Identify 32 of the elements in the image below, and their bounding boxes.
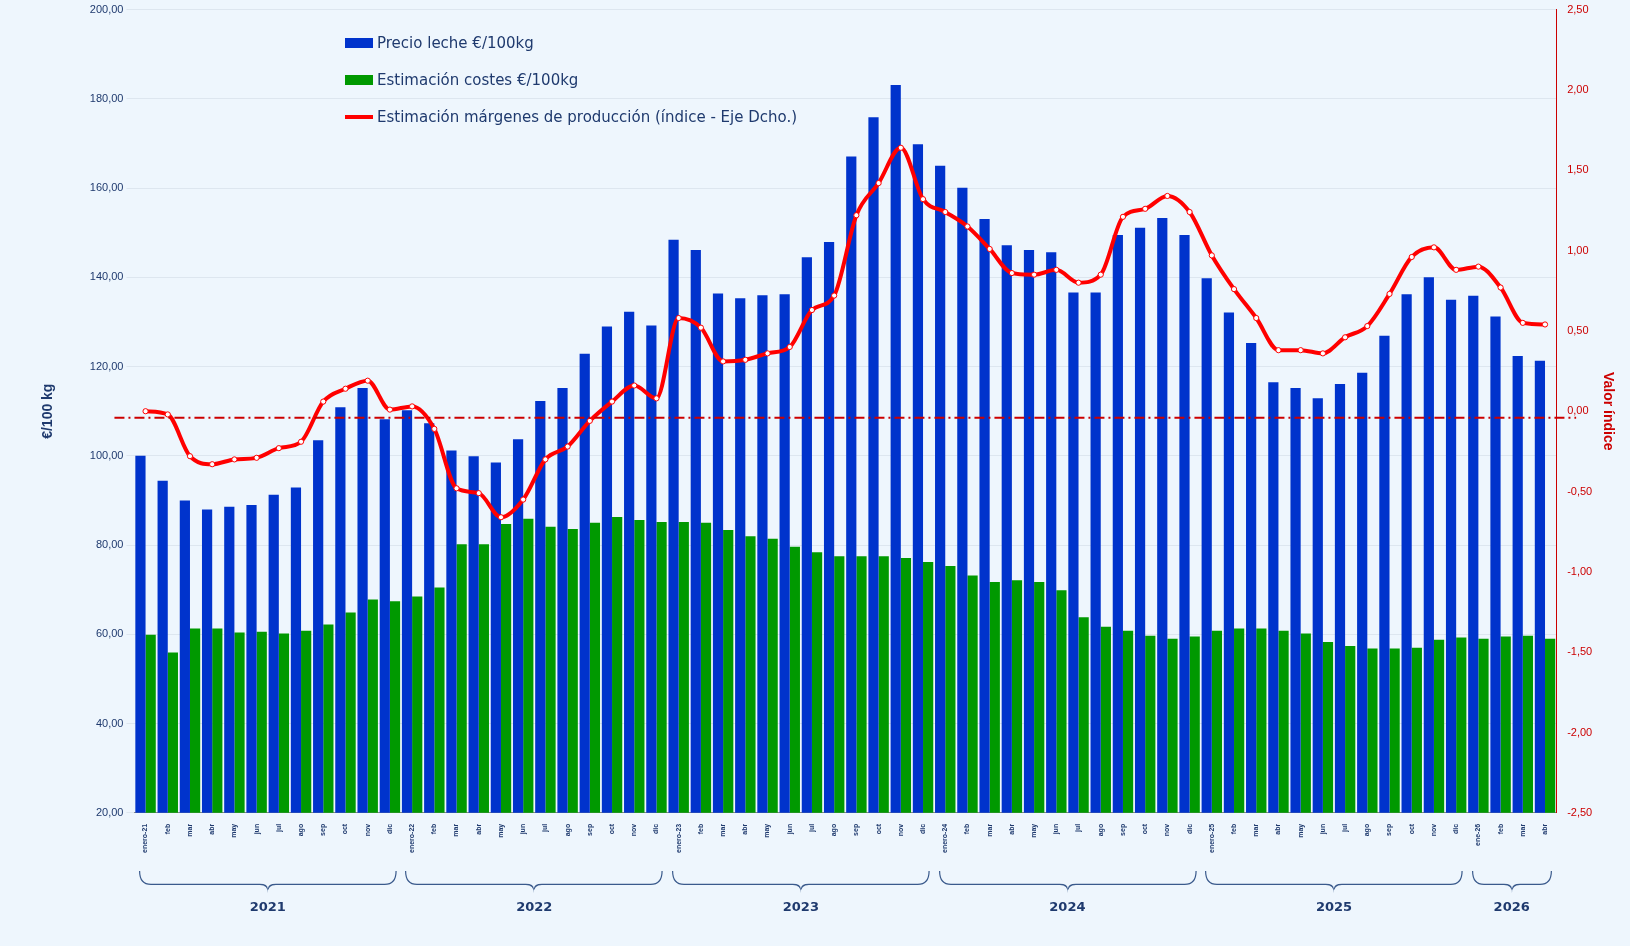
y2-tick-label: 1,00 [1567,243,1589,256]
text: 2026 [1493,898,1530,914]
y-tick-label: 100,00 [89,448,124,461]
y-tick-label: 200,00 [89,2,124,15]
y-tick-label: 60,00 [95,627,124,640]
y-tick-label: 180,00 [89,91,124,104]
y-tick-label: 160,00 [89,181,124,194]
legend-label: Estimación márgenes de producción (índice - Eje Dcho.) [377,107,798,126]
y2-axis-title: Valor índice [1600,371,1617,451]
y-tick-label: 140,00 [89,270,124,283]
text: 2023 [782,898,819,914]
text: 2024 [1049,898,1086,914]
y-tick-label: 20,00 [95,805,124,818]
y2-tick-label: -0,50 [1567,484,1593,497]
text: 2022 [516,898,553,914]
y2-tick-label: -1,50 [1567,645,1593,658]
legend-label: Estimación costes €/100kg [377,70,579,89]
y2-tick-label: -2,00 [1567,725,1593,738]
y2-tick-label: 2,00 [1567,82,1589,95]
y-tick-label: 120,00 [89,359,124,372]
y-axis-title: €/100 kg [39,383,56,439]
y2-tick-label: -1,00 [1567,564,1593,577]
y-tick-label: 40,00 [95,716,124,729]
y2-tick-label: 0,50 [1567,323,1589,336]
y2-tick-label: 1,50 [1567,163,1589,176]
legend-label: Precio leche €/100kg [377,33,534,52]
text: 2025 [1315,898,1353,914]
y2-tick-label: 0,00 [1567,404,1589,417]
text: 2021 [249,898,286,914]
y2-tick-label: 2,50 [1567,2,1589,15]
y2-tick-label: -2,50 [1567,805,1593,818]
y-tick-label: 80,00 [95,538,124,551]
